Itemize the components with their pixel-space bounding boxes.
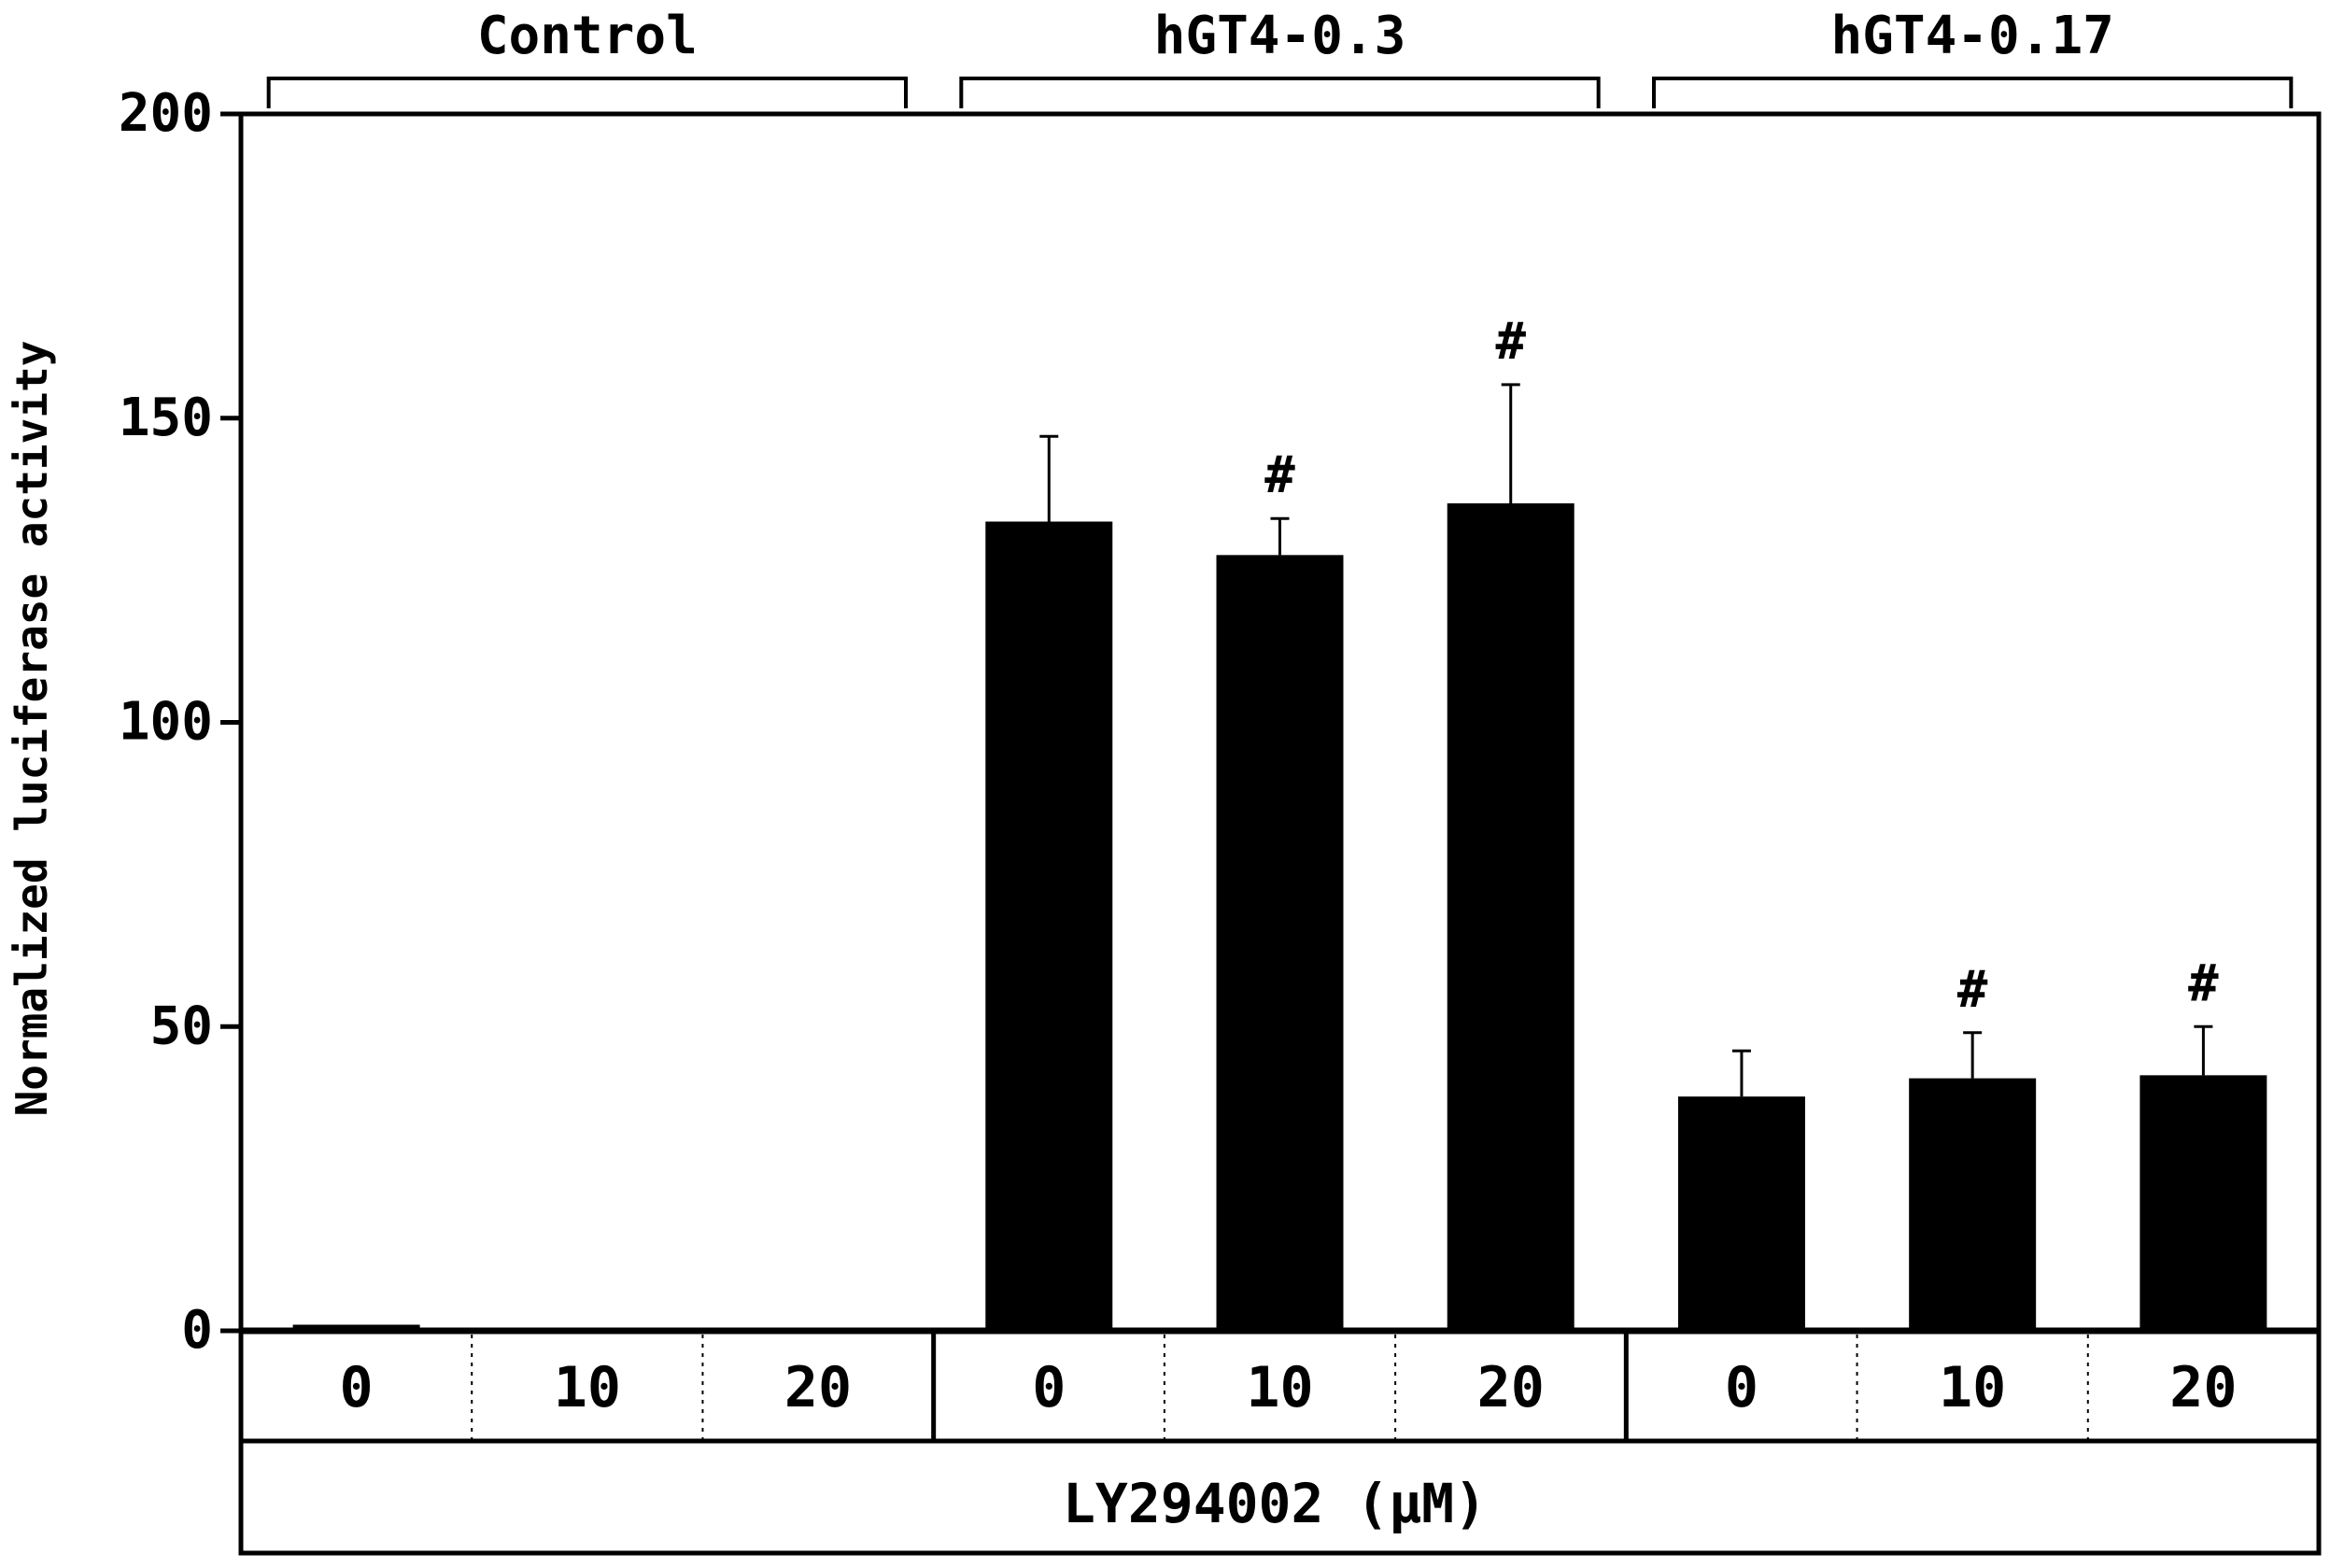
- category-label: 20: [2169, 1355, 2237, 1420]
- bar: [1216, 555, 1344, 1331]
- y-tick-label: 0: [181, 1300, 213, 1361]
- category-label: 10: [554, 1355, 621, 1420]
- y-tick-label: 100: [119, 692, 213, 753]
- category-label: 20: [784, 1355, 852, 1420]
- y-axis-label: Normalized luciferase activity: [7, 341, 57, 1117]
- significance-mark: #: [2188, 954, 2219, 1012]
- category-label: 0: [340, 1355, 374, 1420]
- y-tick-label: 200: [119, 83, 213, 144]
- bar: [1447, 502, 1575, 1331]
- group-label: hGT4-0.3: [1154, 6, 1406, 66]
- y-tick-label: 150: [119, 388, 213, 448]
- y-tick-label: 50: [150, 996, 213, 1056]
- x-axis-label: LY294002 (µM): [1063, 1472, 1487, 1535]
- group-label: Control: [477, 6, 698, 66]
- category-label: 20: [1477, 1355, 1545, 1420]
- significance-mark: #: [1495, 312, 1526, 371]
- group-bracket: [266, 77, 908, 108]
- bar: [755, 1327, 883, 1331]
- bar: [985, 521, 1113, 1331]
- significance-mark: #: [1264, 445, 1295, 504]
- group-label: hGT4-0.17: [1830, 6, 2113, 66]
- group-bracket: [1652, 77, 2294, 108]
- category-label: 10: [1939, 1355, 2006, 1420]
- bar: [292, 1324, 420, 1331]
- significance-mark: #: [1957, 960, 1988, 1019]
- bar: [2139, 1075, 2267, 1331]
- category-label: 10: [1246, 1355, 1313, 1420]
- plot-frame: [238, 111, 2322, 1556]
- category-label: 0: [1032, 1355, 1066, 1420]
- bar: [1677, 1096, 1805, 1331]
- category-label: 0: [1725, 1355, 1758, 1420]
- group-bracket: [959, 77, 1601, 108]
- bar: [1909, 1078, 2037, 1331]
- bar: [523, 1327, 651, 1331]
